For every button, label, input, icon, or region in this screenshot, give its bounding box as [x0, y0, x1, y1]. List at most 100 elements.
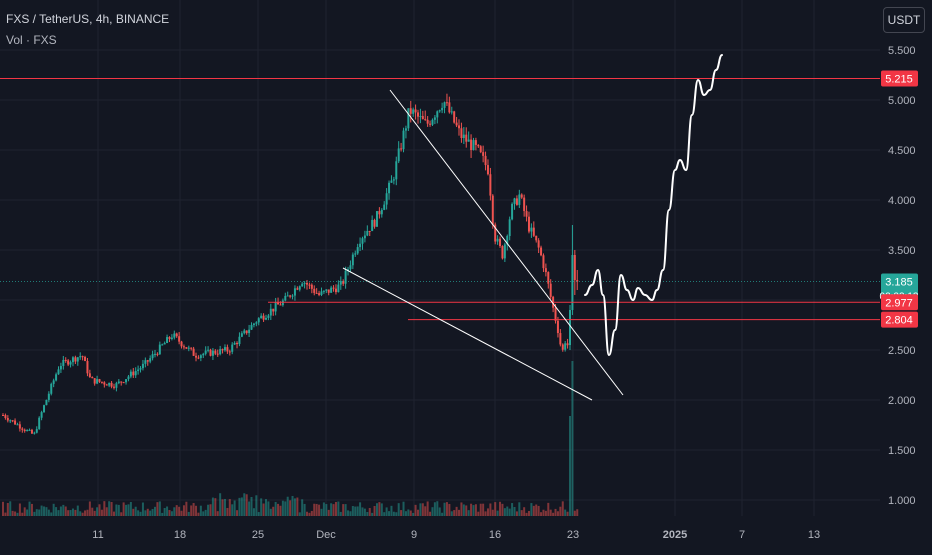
- candle: [499, 236, 502, 248]
- volume-bar: [144, 510, 147, 516]
- volume-bar: [527, 510, 530, 516]
- candle: [441, 102, 444, 114]
- candle: [465, 127, 468, 148]
- lower-trendline[interactable]: [342, 267, 593, 401]
- candle: [228, 349, 231, 356]
- volume-bar: [561, 501, 564, 516]
- volume-bar: [564, 509, 567, 516]
- price-tick-label: 4.500: [888, 145, 916, 157]
- volume-bar: [400, 510, 403, 516]
- candle: [513, 197, 516, 210]
- volume-bar: [373, 506, 376, 516]
- volume-bar: [448, 503, 451, 516]
- candle: [424, 110, 427, 121]
- volume-bar: [33, 511, 36, 516]
- candle-body: [388, 182, 391, 194]
- volume-bar: [202, 511, 205, 516]
- price-tick-label: 1.500: [888, 445, 916, 457]
- volume-bar: [40, 505, 43, 516]
- candle: [407, 108, 410, 132]
- candle-body: [508, 219, 511, 237]
- price-axis[interactable]: 1.0001.5002.0002.5003.0003.5004.0004.500…: [888, 45, 916, 507]
- volume-bar: [69, 510, 72, 516]
- candle: [175, 332, 178, 338]
- volume-bar: [219, 493, 222, 516]
- volume-bar: [45, 507, 48, 516]
- candle: [566, 338, 569, 349]
- candle: [400, 142, 403, 152]
- volume-bar: [479, 503, 482, 516]
- candle-body: [525, 211, 528, 217]
- candle-body: [359, 243, 362, 248]
- volume-bar: [211, 497, 214, 516]
- volume-bar: [18, 503, 21, 516]
- candle: [52, 378, 55, 388]
- candle: [35, 426, 38, 434]
- time-tick-label: Dec: [316, 529, 336, 541]
- candle-body: [139, 368, 142, 370]
- projection-path[interactable]: [584, 54, 723, 357]
- candle: [330, 285, 333, 293]
- candle-body: [293, 288, 296, 296]
- candle: [366, 225, 369, 237]
- volume-bar: [496, 510, 499, 516]
- candle: [412, 107, 415, 117]
- volume-bar: [103, 501, 106, 516]
- candle: [50, 382, 53, 396]
- volume-bar: [470, 503, 473, 516]
- candle-body: [231, 344, 234, 352]
- price-tick-label: 2.000: [888, 395, 916, 407]
- candle: [257, 317, 260, 326]
- candle: [199, 354, 202, 362]
- candle: [325, 289, 328, 294]
- candle: [402, 127, 405, 153]
- candle: [484, 151, 487, 171]
- currency-button[interactable]: USDT: [883, 7, 925, 33]
- volume-bar: [30, 503, 33, 516]
- symbol-title[interactable]: FXS / TetherUS, 4h, BINANCE: [6, 12, 170, 26]
- candle-body: [166, 337, 169, 343]
- candle-body: [465, 134, 468, 142]
- volume-bar: [291, 495, 294, 516]
- candle-body: [33, 432, 36, 434]
- volume-bar: [491, 509, 494, 516]
- trendlines[interactable]: [342, 89, 624, 401]
- candle: [291, 294, 294, 300]
- level-tag-bg: [881, 70, 918, 87]
- volume-bar: [170, 511, 173, 516]
- candle-body: [378, 211, 381, 215]
- volume-bar: [544, 510, 547, 516]
- candle-body: [332, 287, 335, 289]
- candle: [542, 253, 545, 272]
- level-tag: 2.804: [881, 311, 918, 328]
- candle-body: [313, 288, 316, 293]
- candle-body: [474, 140, 477, 145]
- candle-body: [455, 122, 458, 126]
- candle-body: [47, 393, 50, 400]
- candle-body: [354, 253, 357, 255]
- volume-bar: [81, 512, 84, 516]
- candle: [414, 104, 417, 120]
- candle-body: [506, 236, 509, 245]
- volume-bar: [64, 506, 67, 516]
- level-lines[interactable]: [0, 78, 880, 321]
- volume-bar: [238, 497, 241, 516]
- candle-body: [14, 420, 17, 425]
- candle-body: [98, 379, 101, 382]
- upper-trendline[interactable]: [389, 89, 624, 396]
- candle-body: [28, 429, 31, 431]
- candle: [506, 234, 509, 251]
- volume-bar: [320, 508, 323, 516]
- candle-body: [154, 353, 157, 355]
- volume-bar: [414, 504, 417, 516]
- volume-bar: [347, 510, 350, 516]
- candle: [11, 420, 14, 423]
- time-axis[interactable]: 11 18 25 Dec 9 16 23 2025 7 13: [92, 529, 820, 541]
- volume-bar: [532, 505, 535, 516]
- volume-indicator-label[interactable]: Vol · FXS: [6, 33, 57, 47]
- volume-bar: [267, 501, 270, 516]
- volume-bar: [279, 505, 282, 516]
- candle: [390, 175, 393, 183]
